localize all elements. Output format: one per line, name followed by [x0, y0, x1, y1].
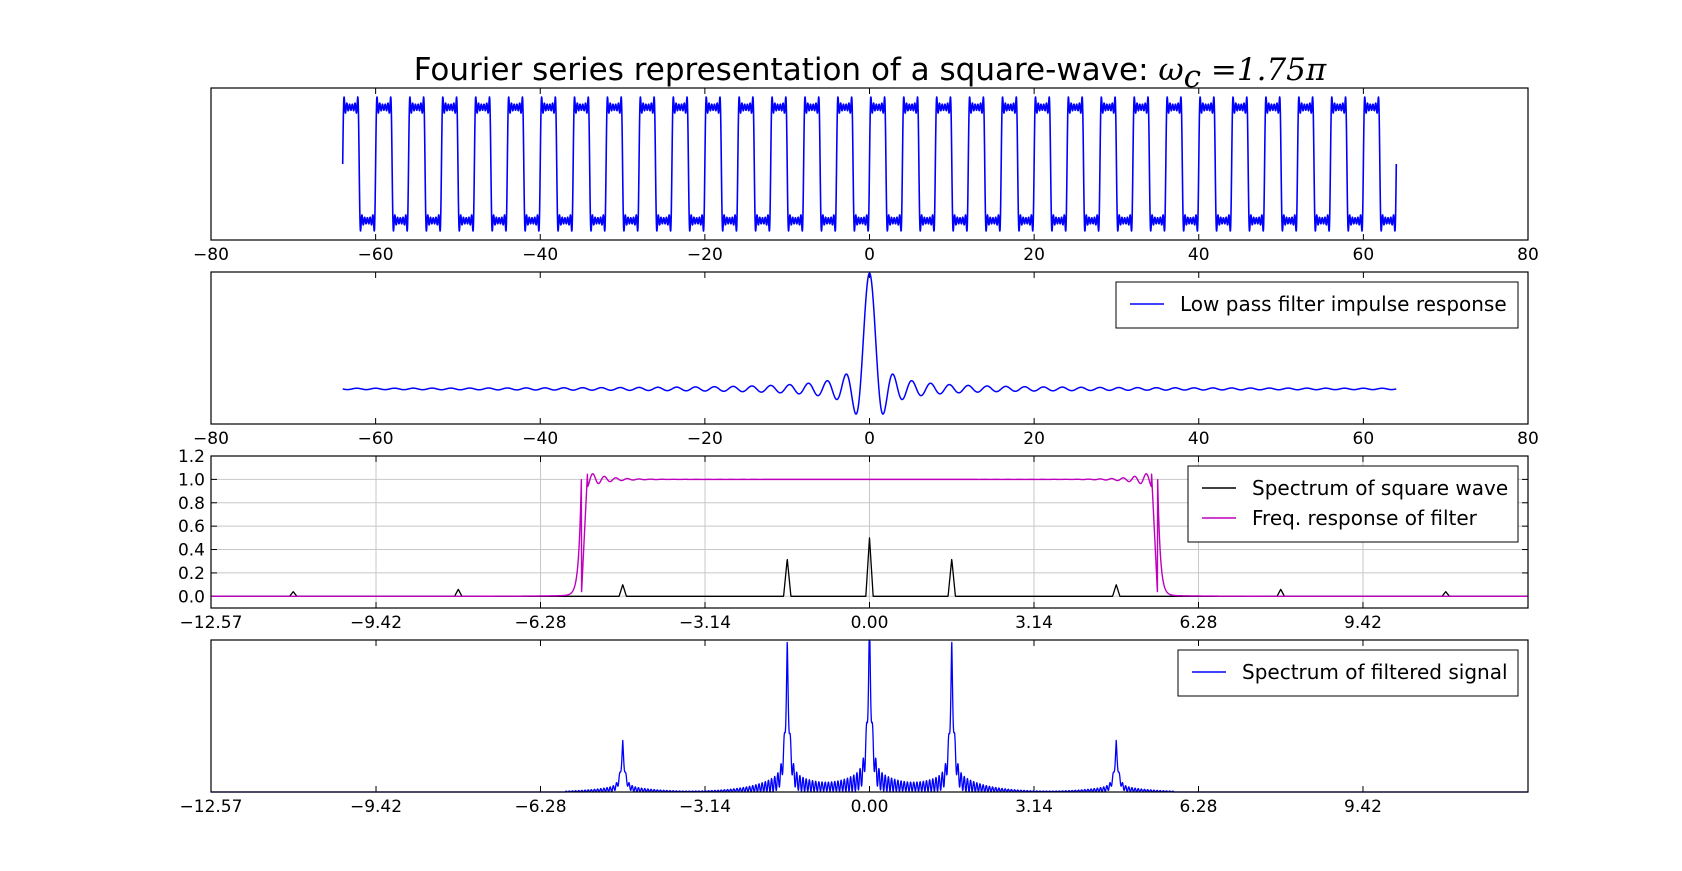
figure-title: Fourier series representation of a squar…	[414, 52, 1327, 95]
x-tick-label: 0	[864, 429, 875, 449]
y-tick-label: 1.2	[178, 447, 205, 467]
x-tick-label: 80	[1517, 429, 1539, 449]
y-tick-label: 0.2	[178, 564, 205, 584]
x-tick-label: 60	[1353, 429, 1375, 449]
x-tick-label: −6.28	[514, 613, 566, 633]
axes-2: −80 −60 −40 −20 0 20 40 60 80 Low pass filter imp…	[193, 271, 1539, 449]
axes-3: −12.57 −9.42 −6.28 −3.14 0.00 3.14 6.28 9.42 0.0…	[178, 447, 1529, 633]
x-tick-label: 3.14	[1015, 797, 1053, 817]
x-tick-label: 6.28	[1180, 613, 1218, 633]
x-tick-label: 0.00	[851, 613, 889, 633]
y-tick-label: 0.8	[178, 494, 205, 514]
x-tick-label: −20	[687, 429, 723, 449]
x-tick-label: 20	[1023, 429, 1045, 449]
legend: Spectrum of filtered signal	[1177, 649, 1519, 697]
x-tick-label: −3.14	[679, 797, 731, 817]
x-tick-label: 0.00	[851, 797, 889, 817]
legend-label: Low pass filter impulse response	[1180, 292, 1507, 316]
axes-frame	[210, 271, 1529, 425]
x-tick-label: −60	[358, 429, 394, 449]
x-tick-label: −60	[358, 245, 394, 265]
axes-1: −80 −60 −40 −20 0 20 40 60 80	[193, 87, 1539, 265]
axes-frame	[210, 455, 1529, 609]
y-tick-label: 0.4	[178, 541, 205, 561]
x-tick-label: −20	[687, 245, 723, 265]
x-tick-label: 40	[1188, 245, 1210, 265]
x-tick-label: −9.42	[350, 613, 402, 633]
axes-4: −12.57 −9.42 −6.28 −3.14 0.00 3.14 6.28 9.42 Spe…	[180, 639, 1529, 817]
legend: Spectrum of square wave Freq. response of…	[1187, 465, 1519, 543]
x-tick-label: 80	[1517, 245, 1539, 265]
x-tick-label: −80	[193, 245, 229, 265]
x-tick-label: −3.14	[679, 613, 731, 633]
x-tick-label: 60	[1353, 245, 1375, 265]
x-tick-label: −6.28	[514, 797, 566, 817]
x-tick-label: 9.42	[1344, 613, 1382, 633]
x-tick-label: −12.57	[180, 797, 243, 817]
axes-frame	[210, 639, 1529, 793]
legend-box	[1115, 281, 1519, 329]
x-tick-label: 0	[864, 245, 875, 265]
x-tick-label: −9.42	[350, 797, 402, 817]
x-tick-label: 3.14	[1015, 613, 1053, 633]
x-tick-label: 20	[1023, 245, 1045, 265]
legend: Low pass filter impulse response	[1115, 281, 1519, 329]
x-tick-label: 9.42	[1344, 797, 1382, 817]
legend-box	[1187, 465, 1519, 543]
legend-label: Freq. response of filter	[1252, 506, 1478, 530]
legend-label: Spectrum of square wave	[1252, 476, 1508, 500]
legend-label: Spectrum of filtered signal	[1242, 660, 1508, 684]
x-tick-label: −40	[522, 245, 558, 265]
series-line	[341, 96, 1398, 232]
x-tick-label: 6.28	[1180, 797, 1218, 817]
legend-box	[1177, 649, 1519, 697]
series-line-filter-response	[210, 473, 1529, 598]
x-tick-label: 40	[1188, 429, 1210, 449]
y-tick-label: 1.0	[178, 470, 205, 490]
plots: −80 −60 −40 −20 0 20 40 60 80 −80 −60 −40 −20 0 20 40 60…	[178, 87, 1539, 817]
series-line	[342, 272, 1397, 415]
x-tick-label: −12.57	[180, 613, 243, 633]
x-tick-label: −80	[193, 429, 229, 449]
y-tick-label: 0.6	[178, 517, 205, 537]
x-tick-label: −40	[522, 429, 558, 449]
y-tick-label: 0.0	[178, 587, 205, 607]
axes-frame	[210, 87, 1529, 241]
